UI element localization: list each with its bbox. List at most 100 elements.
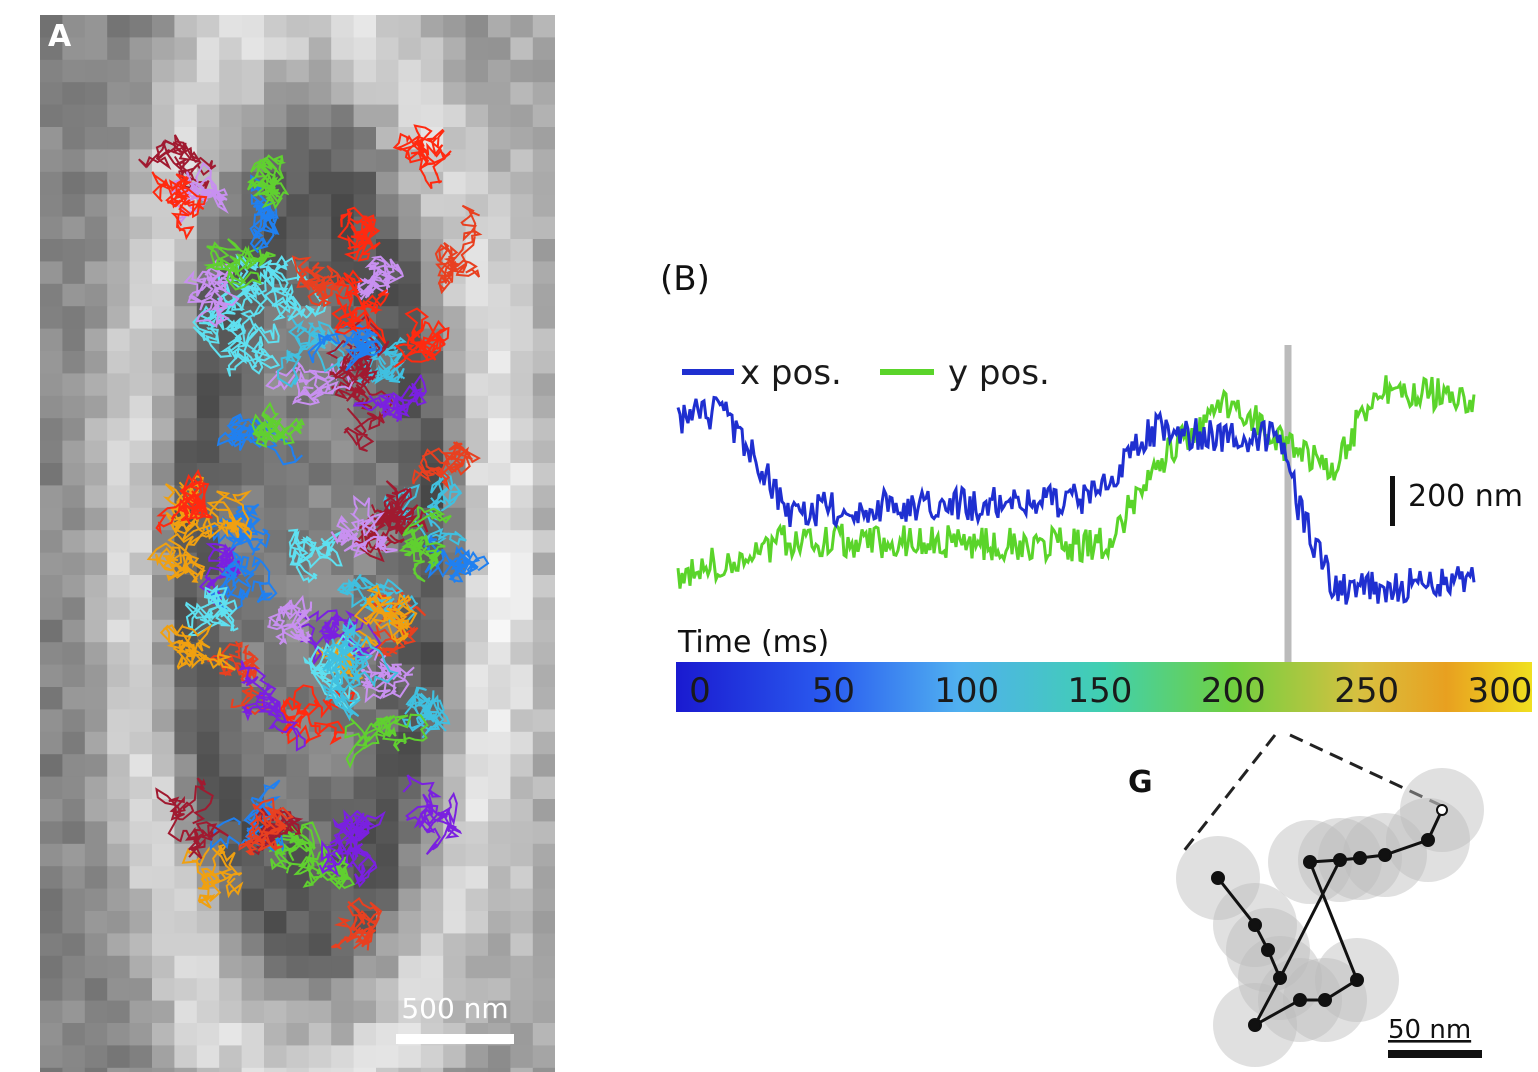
pixel <box>40 216 63 240</box>
pixel <box>129 619 153 643</box>
pixel <box>376 104 399 128</box>
pixel <box>152 418 175 442</box>
traces <box>676 375 1476 605</box>
pixel <box>129 239 153 262</box>
localization <box>1378 848 1392 862</box>
pixel <box>331 37 355 61</box>
pixel <box>129 328 153 352</box>
pixel <box>40 1045 63 1069</box>
pixel <box>107 709 131 733</box>
pixel <box>465 799 489 822</box>
trajectory <box>138 134 217 189</box>
pixel <box>465 597 489 621</box>
pixel <box>219 821 243 845</box>
pixel <box>174 373 198 397</box>
pixel <box>308 911 332 934</box>
pixel <box>40 373 63 397</box>
pixel <box>219 799 243 822</box>
pixel <box>443 1045 467 1069</box>
panel-a <box>40 15 555 1072</box>
pixel <box>465 687 489 710</box>
pixel <box>152 239 175 262</box>
scale-bar-label: 500 nm <box>401 992 508 1025</box>
trajectory <box>401 686 451 739</box>
pixel <box>465 642 489 666</box>
pixel <box>107 821 131 845</box>
pixel <box>84 395 108 419</box>
pixel <box>532 373 555 397</box>
pixel <box>286 171 310 195</box>
pixel <box>196 418 220 442</box>
pixel <box>308 978 332 1002</box>
pixel <box>40 463 63 486</box>
pixel <box>219 709 243 733</box>
pixel <box>488 239 511 262</box>
pixel <box>398 418 422 442</box>
pixel <box>443 1000 467 1024</box>
pixel <box>129 933 153 957</box>
pixel <box>129 530 153 554</box>
pixel <box>152 261 175 285</box>
pixel <box>465 619 489 643</box>
pixel <box>308 418 332 442</box>
pixel <box>532 239 555 262</box>
pixel <box>129 507 153 531</box>
pixel <box>196 351 220 374</box>
pixel <box>219 776 243 800</box>
pixel <box>510 955 534 979</box>
pixel <box>465 15 489 38</box>
pixel <box>465 395 489 419</box>
pixel <box>510 1000 534 1024</box>
pixel <box>532 1000 555 1024</box>
pixel <box>398 888 422 912</box>
pixel <box>152 283 175 307</box>
pixel <box>510 15 534 38</box>
pixel <box>40 239 63 262</box>
pixel <box>532 978 555 1002</box>
pixel <box>331 955 355 979</box>
pixel <box>286 15 310 38</box>
pixel <box>62 709 86 733</box>
zoom-line <box>1181 734 1277 853</box>
pixel <box>353 1067 377 1072</box>
pixel <box>532 642 555 666</box>
pixel <box>353 1045 377 1069</box>
colorbar-tick-label: 200 <box>1201 671 1266 711</box>
pixel <box>129 799 153 822</box>
pixel <box>107 866 131 890</box>
pixel <box>219 82 243 106</box>
trajectory <box>370 480 419 533</box>
trajectory <box>330 494 398 558</box>
pixel <box>62 731 86 755</box>
localization <box>1318 993 1332 1007</box>
pixel <box>308 37 332 61</box>
pixel <box>488 978 511 1002</box>
pixel <box>308 194 332 218</box>
pixel <box>353 485 377 509</box>
trajectory <box>155 469 213 535</box>
pixel <box>129 597 153 621</box>
colorbar-tick-label: 300 <box>1468 671 1533 711</box>
pixel <box>465 216 489 240</box>
pixel <box>152 821 175 845</box>
pixel <box>465 37 489 61</box>
pixel <box>129 485 153 509</box>
pixel <box>84 709 108 733</box>
pixel <box>286 440 310 464</box>
pixel <box>129 1067 153 1072</box>
pixel <box>532 731 555 755</box>
pixel <box>84 216 108 240</box>
pixel <box>488 597 511 621</box>
pixel <box>376 171 399 195</box>
trajectory <box>288 528 347 584</box>
pixel <box>84 440 108 464</box>
pixel <box>308 149 332 173</box>
pixel <box>40 642 63 666</box>
pixel <box>308 507 332 531</box>
pixel <box>264 597 287 621</box>
pixel <box>40 709 63 733</box>
pixel <box>40 1023 63 1046</box>
pixel <box>241 127 265 150</box>
pixel <box>264 754 287 778</box>
pixel <box>174 776 198 800</box>
